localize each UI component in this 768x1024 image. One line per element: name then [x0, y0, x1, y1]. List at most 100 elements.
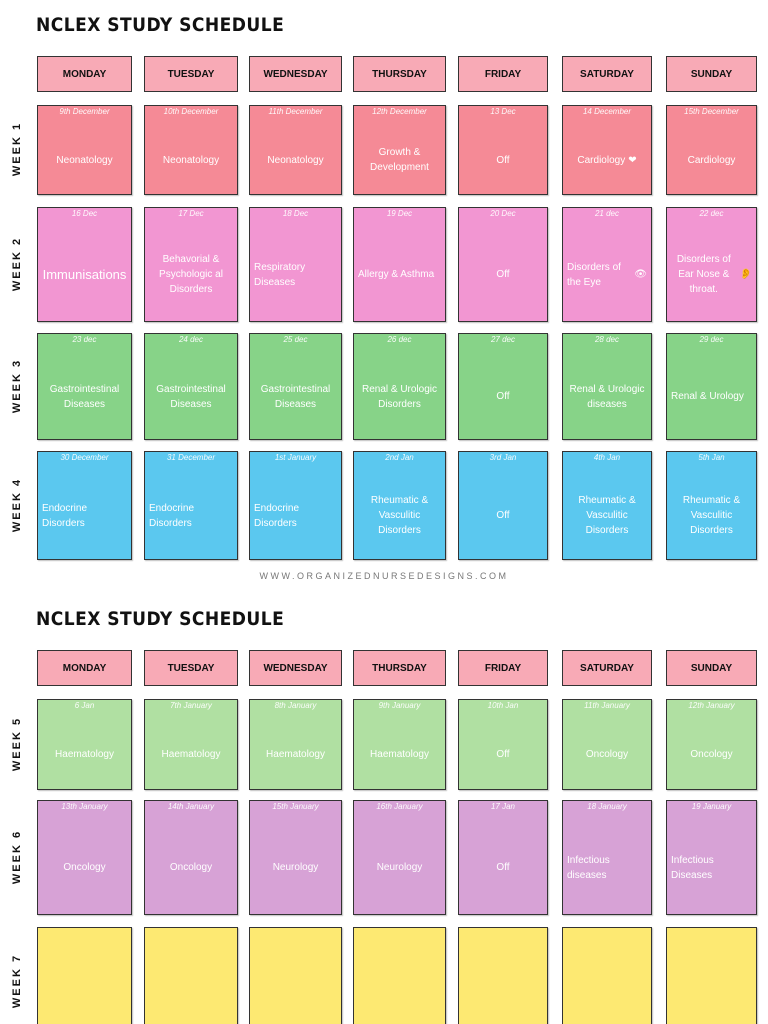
day-cell[interactable]: 26 dec Renal & Urologic Disorders — [353, 333, 446, 440]
day-cell[interactable]: 2nd Jan Rheumatic & Vasculitic Disorders — [353, 451, 446, 560]
day-header-sunday: SUNDAY — [666, 650, 757, 686]
cell-date: 20 Dec — [490, 209, 516, 218]
day-cell[interactable]: 11th January Oncology — [562, 699, 652, 790]
cell-topic — [567, 956, 647, 1024]
day-cell[interactable]: 17 Jan Off — [458, 800, 548, 915]
topic-text: Renal & Urology — [671, 391, 744, 402]
day-cell[interactable]: 14th January Oncology — [144, 800, 238, 915]
cell-date: 25 dec — [283, 335, 308, 344]
day-cell[interactable] — [353, 927, 446, 1024]
day-cell[interactable]: 28 dec Renal & Urologic diseases — [562, 333, 652, 440]
topic-text: Growth & Development — [370, 147, 429, 173]
cell-topic: Neonatology — [149, 134, 233, 186]
day-header-sunday: SUNDAY — [666, 56, 757, 92]
day-cell[interactable]: 31 December Endocrine Disorders — [144, 451, 238, 560]
day-header-friday: FRIDAY — [458, 650, 548, 686]
topic-text: Off — [496, 862, 510, 873]
week-label: WEEK 1 — [11, 121, 23, 177]
day-cell[interactable]: 13th January Oncology — [37, 800, 132, 915]
day-cell[interactable]: 3rd Jan Off — [458, 451, 548, 560]
topic-text: Infectious Diseases — [671, 854, 714, 881]
day-cell[interactable]: 21 dec Disorders of the Eye 👁 — [562, 207, 652, 322]
cell-topic: Infectious Diseases — [671, 829, 752, 906]
cell-topic: Allergy & Asthma — [358, 236, 441, 313]
day-cell[interactable]: 23 dec Gastrointestinal Diseases — [37, 333, 132, 440]
day-cell[interactable]: 4th Jan Rheumatic & Vasculitic Disorders — [562, 451, 652, 560]
day-cell[interactable]: 1st January Endocrine Disorders — [249, 451, 342, 560]
day-cell[interactable]: 10th December Neonatology — [144, 105, 238, 195]
day-cell[interactable]: 20 Dec Off — [458, 207, 548, 322]
day-cell[interactable]: 8th January Haematology — [249, 699, 342, 790]
day-cell[interactable]: 29 dec Renal & Urology — [666, 333, 757, 440]
cell-topic: Oncology — [149, 829, 233, 906]
cell-topic: Gastrointestinal Diseases — [42, 362, 127, 431]
topic-text: Rheumatic & Vasculitic Disorders — [578, 495, 636, 536]
cell-topic: Cardiology ❤ — [567, 134, 647, 186]
day-cell[interactable]: 27 dec Off — [458, 333, 548, 440]
cell-topic: Neonatology — [254, 134, 337, 186]
topic-text: Oncology — [690, 749, 733, 760]
day-cell[interactable]: 7th January Haematology — [144, 699, 238, 790]
day-cell[interactable]: 6 Jan Haematology — [37, 699, 132, 790]
cell-topic: Renal & Urology — [671, 362, 752, 431]
topic-text: Renal & Urologic diseases — [569, 383, 645, 410]
cell-date: 18 January — [587, 802, 627, 811]
day-header-monday: MONDAY — [37, 56, 132, 92]
day-header-wednesday: WEDNESDAY — [249, 650, 342, 686]
day-cell[interactable]: 30 December Endocrine Disorders — [37, 451, 132, 560]
day-cell[interactable]: 16 Dec Immunisations — [37, 207, 132, 322]
day-cell[interactable] — [249, 927, 342, 1024]
cell-date: 17 Dec — [178, 209, 204, 218]
day-cell[interactable]: 9th December Neonatology — [37, 105, 132, 195]
cell-topic: Respiratory Diseases — [254, 236, 337, 313]
topic-text: Respiratory Diseases — [254, 261, 306, 288]
day-cell[interactable]: 18 January Infectious diseases — [562, 800, 652, 915]
day-cell[interactable] — [37, 927, 132, 1024]
cell-topic: Oncology — [567, 728, 647, 781]
cell-date: 16 Dec — [71, 209, 98, 218]
cell-date: 13 Dec — [490, 107, 516, 116]
day-cell[interactable]: 19 January Infectious Diseases — [666, 800, 757, 915]
day-cell[interactable]: 14 December Cardiology ❤ — [562, 105, 652, 195]
day-cell[interactable]: 15th January Neurology — [249, 800, 342, 915]
day-cell[interactable]: 5th Jan Rheumatic & Vasculitic Disorders — [666, 451, 757, 560]
day-cell[interactable]: 11th December Neonatology — [249, 105, 342, 195]
topic-text: Endocrine Disorders — [254, 502, 300, 529]
topic-text: Rheumatic & Vasculitic Disorders — [370, 495, 429, 536]
day-cell[interactable]: 16th January Neurology — [353, 800, 446, 915]
day-cell[interactable] — [666, 927, 757, 1024]
day-cell[interactable]: 17 Dec Behavorial & Psychologic al Disord… — [144, 207, 238, 322]
day-cell[interactable]: 12th December Growth & Development — [353, 105, 446, 195]
topic-text: Cardiology — [687, 154, 736, 166]
cell-date: 27 dec — [490, 335, 516, 344]
day-cell[interactable]: 13 Dec Off — [458, 105, 548, 195]
day-cell[interactable] — [458, 927, 548, 1024]
day-cell[interactable]: 19 Dec Allergy & Asthma — [353, 207, 446, 322]
day-cell[interactable]: 24 dec Gastrointestinal Diseases — [144, 333, 238, 440]
cell-date: 2nd Jan — [385, 453, 414, 462]
topic-text: Off — [496, 154, 510, 166]
cell-topic: Endocrine Disorders — [42, 480, 127, 551]
week-label: WEEK 2 — [11, 236, 23, 291]
cell-topic: Rheumatic & Vasculitic Disorders — [358, 480, 441, 551]
day-header-friday: FRIDAY — [458, 56, 548, 92]
cell-topic: Behavorial & Psychologic al Disorders — [149, 236, 233, 313]
day-cell[interactable] — [144, 927, 238, 1024]
cell-topic: Rheumatic & Vasculitic Disorders — [567, 480, 647, 551]
day-cell[interactable]: 22 dec Disorders of Ear Nose & throat. 👂 — [666, 207, 757, 322]
day-header-saturday: SATURDAY — [562, 56, 652, 92]
day-cell[interactable]: 9th January Haematology — [353, 699, 446, 790]
cell-topic: Neurology — [358, 829, 441, 906]
cell-date: 17 Jan — [490, 802, 516, 811]
topic-text: Oncology — [63, 862, 106, 873]
day-cell[interactable]: 15th December Cardiology — [666, 105, 757, 195]
cell-topic — [671, 956, 752, 1024]
day-cell[interactable] — [562, 927, 652, 1024]
cell-date: 28 dec — [594, 335, 620, 344]
day-cell[interactable]: 12th January Oncology — [666, 699, 757, 790]
day-cell[interactable]: 18 Dec Respiratory Diseases — [249, 207, 342, 322]
topic-text: Haematology — [161, 749, 221, 760]
cell-date: 29 dec — [699, 335, 724, 344]
day-cell[interactable]: 10th Jan Off — [458, 699, 548, 790]
day-cell[interactable]: 25 dec Gastrointestinal Diseases — [249, 333, 342, 440]
